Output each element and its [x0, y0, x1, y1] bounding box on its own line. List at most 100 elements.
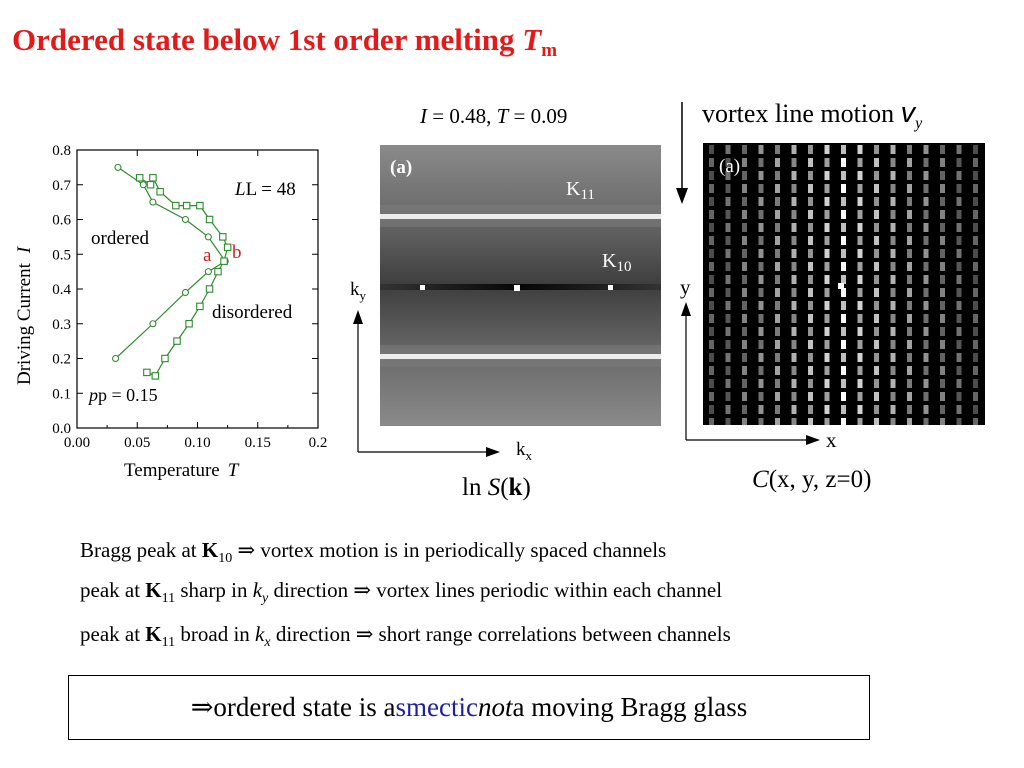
correlation-dot: [956, 145, 962, 154]
correlation-dot: [956, 262, 962, 271]
correlation-dot: [758, 145, 764, 154]
correlation-dot: [907, 275, 912, 284]
correlation-dot: [923, 392, 929, 401]
correlation-dot: [709, 184, 714, 193]
correlation-dot: [907, 158, 912, 167]
correlation-dot: [973, 158, 978, 167]
data-point-square: [173, 337, 181, 345]
correlation-dot: [775, 171, 780, 180]
correlation-dot: [725, 184, 731, 193]
series-line-circle: [115, 166, 227, 359]
correlation-dot: [956, 197, 962, 206]
correlation-dot: [742, 236, 747, 245]
correlation-dot: [824, 145, 830, 154]
correlation-dot: [923, 379, 929, 388]
correlation-dot: [742, 288, 747, 297]
correlation-dot: [758, 249, 764, 258]
correlation-dot: [956, 340, 962, 349]
correlation-dot: [874, 379, 879, 388]
correlation-dot: [841, 418, 846, 425]
data-point-square: [219, 233, 227, 241]
correlation-dot: [956, 158, 962, 167]
data-point-circle: [149, 320, 157, 328]
data-point-square: [161, 354, 169, 363]
correlation-dot: [923, 275, 929, 284]
correlation-dot: [742, 171, 747, 180]
correlation-dot: [709, 379, 714, 388]
correlation-dot: [841, 236, 846, 245]
bullet-line-1: Bragg peak at K10 ⇒ vortex motion is in …: [80, 538, 667, 567]
correlation-dot: [791, 340, 797, 349]
structure-factor-image: (a) K11 K10: [380, 145, 661, 426]
correlation-dot: [956, 171, 962, 180]
correlation-dot: [890, 405, 896, 414]
correlation-dot: [890, 223, 896, 232]
correlation-dot: [890, 236, 896, 245]
correlation-dot: [791, 327, 797, 336]
bullet-line-3: peak at K11 broad in kx direction ⇒ shor…: [80, 622, 731, 651]
data-point-square: [196, 302, 204, 311]
x-tick-label: 0.15: [245, 435, 271, 451]
correlation-dot: [940, 288, 945, 297]
correlation-dot: [742, 145, 747, 154]
correlation-dot: [857, 405, 863, 414]
correlation-dot: [940, 249, 945, 258]
correlation-dot: [841, 301, 846, 310]
bullet-line-2: peak at K11 sharp in ky direction ⇒ vort…: [80, 578, 723, 607]
correlation-dot: [940, 184, 945, 193]
correlation-dot: [956, 184, 962, 193]
data-point-circle: [181, 215, 189, 224]
correlation-dot: [841, 158, 846, 167]
correlation-dot: [775, 145, 780, 154]
conclusion-box: ⇒ ordered state is a smectic not a movin…: [68, 675, 870, 740]
correlation-dot: [973, 288, 978, 297]
correlation-dot: [775, 210, 780, 219]
correlation-dot: [874, 275, 879, 284]
correlation-dot: [758, 197, 764, 206]
correlation-image: (a): [703, 143, 985, 425]
correlation-dot: [940, 301, 945, 310]
correlation-dot: [907, 288, 912, 297]
xy-axes: y x: [680, 275, 837, 452]
correlation-dot: [709, 249, 714, 258]
correlation-dot: [808, 145, 813, 154]
correlation-dot: [791, 145, 797, 154]
correlation-dot: [890, 171, 896, 180]
correlation-dot: [940, 405, 945, 414]
correlation-dot: [742, 249, 747, 258]
y-tick-label: 0.0: [52, 421, 71, 437]
correlation-dot: [791, 353, 797, 362]
correlation-dot: [874, 366, 879, 375]
correlation-dot: [923, 353, 929, 362]
data-point-circle: [204, 268, 212, 276]
correlation-dot: [791, 301, 797, 310]
correlation-dot: [775, 184, 780, 193]
correlation-dot: [824, 314, 830, 323]
kx-label: kx: [516, 439, 533, 463]
correlation-dot: [940, 379, 945, 388]
correlation-dot: [973, 197, 978, 206]
correlation-dot: [940, 366, 945, 375]
data-point-circle: [149, 198, 157, 206]
correlation-dot: [808, 210, 813, 219]
correlation-dot: [956, 210, 962, 219]
correlation-dot: [923, 197, 929, 206]
correlation-dot: [874, 249, 879, 258]
correlation-dot: [709, 236, 714, 245]
correlation-channel: [956, 145, 962, 425]
correlation-dot: [824, 392, 830, 401]
correlation-dot: [725, 223, 731, 232]
correlation-dot: [940, 223, 945, 232]
smectic-highlight: smectic: [395, 692, 478, 722]
correlation-center-peak: [838, 283, 844, 289]
correlation-dot: [725, 236, 731, 245]
correlation-dot: [808, 405, 813, 414]
correlation-dot: [824, 223, 830, 232]
correlation-dot: [857, 210, 863, 219]
correlation-dot: [841, 171, 846, 180]
correlation-dot: [742, 405, 747, 414]
correlation-channel: [841, 145, 846, 425]
correlation-dot: [742, 184, 747, 193]
vortex-motion-arrow: [676, 102, 688, 204]
correlation-dot: [907, 327, 912, 336]
